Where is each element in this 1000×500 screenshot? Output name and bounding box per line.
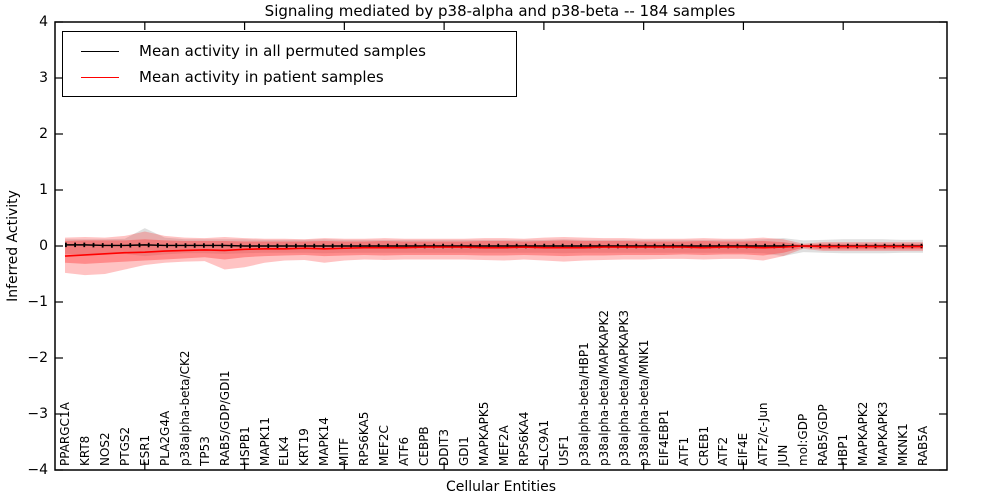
- x-category-label: ATF1: [676, 436, 691, 466]
- y-tick-label: 4: [39, 14, 48, 30]
- legend: Mean activity in all permuted samples Me…: [62, 31, 517, 97]
- x-category-label: MAPK11: [257, 417, 272, 466]
- permuted-mean-line: [65, 244, 923, 247]
- x-category-label: SLC9A1: [536, 419, 551, 466]
- x-category-label: MAPKAPK2: [856, 401, 871, 466]
- x-category-label: MEF2C: [377, 425, 392, 466]
- x-category-label: KRT8: [77, 435, 92, 466]
- legend-label-patient: Mean activity in patient samples: [139, 68, 384, 86]
- x-category-label: PLA2G4A: [157, 410, 172, 466]
- x-category-label: HSPB1: [237, 426, 252, 466]
- x-category-label: ATF6: [397, 436, 412, 466]
- y-tick-label: −2: [27, 350, 48, 366]
- x-category-label: JUN: [776, 444, 791, 466]
- x-category-label: MAPK14: [317, 417, 332, 466]
- x-category-label: MKNK1: [896, 423, 911, 466]
- x-category-label: EIF4E: [736, 432, 751, 466]
- x-category-label: RAB5/GDP/GDI1: [217, 370, 232, 466]
- patient-samples-outer-range-band: [65, 231, 923, 276]
- x-category-label: ESR1: [137, 434, 152, 466]
- x-category-label: EIF4EBP1: [656, 409, 671, 466]
- x-category-label: MAPKAPK5: [477, 401, 492, 466]
- x-category-label: p38alpha-beta/MNK1: [636, 339, 651, 466]
- x-category-label: RPS6KA5: [357, 411, 372, 466]
- x-category-label: HBP1: [836, 433, 851, 466]
- x-category-label: RAB5A: [916, 425, 930, 466]
- x-category-label: TP53: [197, 436, 212, 466]
- x-category-label: CEBPB: [417, 426, 432, 466]
- chart-title: Signaling mediated by p38-alpha and p38-…: [264, 2, 736, 20]
- x-category-label: ELK4: [277, 436, 292, 466]
- x-category-label: MEF2A: [496, 425, 511, 466]
- legend-label-permuted: Mean activity in all permuted samples: [139, 42, 426, 60]
- x-category-label: GDI1: [457, 436, 472, 466]
- y-tick-label: −3: [27, 406, 48, 422]
- x-category-label: USF1: [556, 435, 571, 466]
- x-category-label: p38alpha-beta/MAPKAPK2: [596, 310, 611, 466]
- x-category-label: ATF2: [716, 436, 731, 466]
- y-tick-label: −1: [27, 294, 48, 310]
- x-category-label: p38alpha-beta/MAPKAPK3: [616, 310, 631, 466]
- y-tick-label: 1: [39, 182, 48, 198]
- x-category-label: RAB5/GDP: [816, 404, 831, 466]
- x-category-label: PTGS2: [117, 426, 132, 466]
- legend-item-permuted: Mean activity in all permuted samples: [73, 42, 506, 60]
- x-axis-label: Cellular Entities: [445, 479, 557, 495]
- x-category-label: KRT19: [297, 428, 312, 466]
- patient-mean-line: [64, 245, 923, 257]
- x-category-label: MAPKAPK3: [876, 401, 891, 466]
- x-category-label: NOS2: [97, 432, 112, 466]
- x-category-label: p38alpha-beta/CK2: [177, 350, 192, 466]
- x-category-label: CREB1: [696, 425, 711, 466]
- x-category-label: RPS6KA4: [516, 411, 531, 466]
- x-category-label: ATF2/c-Jun: [756, 402, 771, 466]
- x-category-label: DDIT3: [437, 429, 452, 466]
- permuted-line-swatch: [81, 50, 119, 52]
- legend-item-patient: Mean activity in patient samples: [73, 68, 506, 86]
- x-category-label: mol:GDP: [796, 413, 811, 466]
- x-category-label: PPARGC1A: [58, 402, 72, 466]
- patient-line-swatch: [81, 76, 119, 78]
- y-tick-label: 3: [39, 70, 48, 86]
- x-category-label: MITF: [337, 437, 352, 466]
- y-tick-label: 2: [39, 126, 48, 142]
- x-category-label: p38alpha-beta/HBP1: [576, 342, 591, 466]
- y-tick-label: 0: [39, 238, 48, 254]
- y-tick-label: −4: [27, 462, 48, 478]
